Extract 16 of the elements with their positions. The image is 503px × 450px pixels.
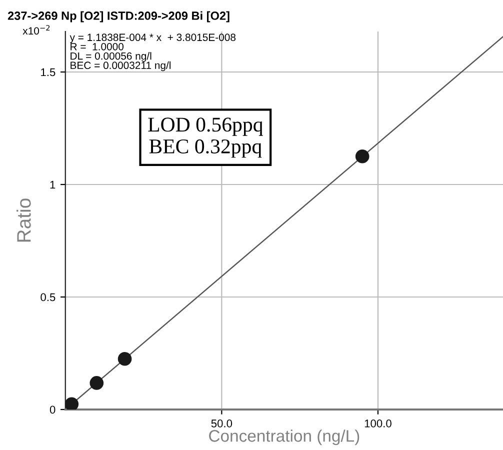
x-tick-label: 50.0 <box>211 420 232 428</box>
point <box>118 352 132 366</box>
y-axis-title: Ratio <box>16 198 31 242</box>
x-axis-title: Concentration (ng/L) <box>209 430 360 446</box>
annotation: y = 1.1838E-004 * x + 3.8015E-008 R = 1.0000 DL = 0.00056 ng/l BEC = 0.0003211 ng/l <box>70 34 236 72</box>
text: x10$^{−2}$ <box>22 25 50 35</box>
chart-title: 237->269 Np [O2] ISTD:209->209 Bi [O2] <box>8 11 230 22</box>
x-tick-label: 100.0 <box>364 420 392 428</box>
y-tick-label: 1.5 <box>41 68 56 76</box>
y-tick-label: 1 <box>50 180 56 189</box>
y-tick-label: 0 <box>50 406 56 414</box>
point <box>65 397 79 410</box>
annotation: LOD 0.56ppq BEC 0.32ppq <box>148 118 263 158</box>
point <box>355 149 370 164</box>
y-tick-label: 0.5 <box>40 293 56 302</box>
point <box>90 376 104 390</box>
